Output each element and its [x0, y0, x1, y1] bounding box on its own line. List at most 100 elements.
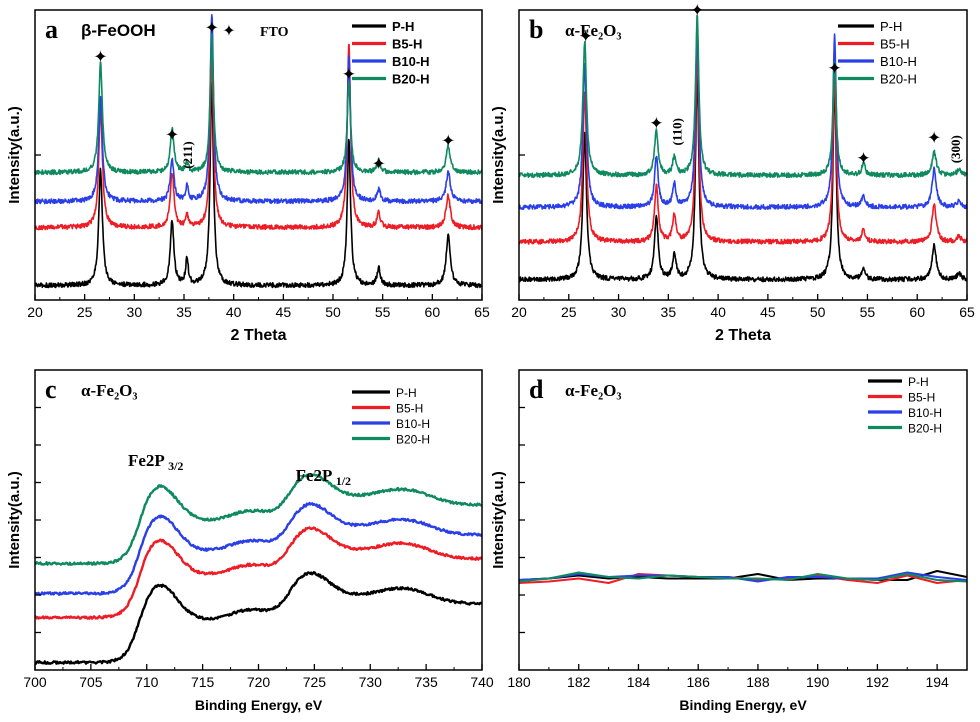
star-marker-icon: ✦	[342, 65, 356, 84]
panel-letter-b: b	[529, 15, 543, 44]
x-tick-label-d: 180	[507, 674, 531, 690]
x-tick-label-a: 30	[127, 304, 143, 320]
y-axis-label-b: Intensity(a.u.)	[490, 106, 507, 204]
fto-star-icon: ✦	[222, 23, 235, 40]
series-a-b10-h	[35, 14, 482, 205]
x-tick-label-b: 40	[710, 304, 726, 320]
x-tick-label-a: 60	[425, 304, 441, 320]
star-marker-icon: ✦	[827, 59, 841, 78]
legend-label-d: B20-H	[908, 422, 942, 436]
panel-title-b: α-Fe₂O₃	[565, 21, 622, 40]
x-axis-label-a: 2 Theta	[230, 327, 286, 344]
fto-label: FTO	[260, 25, 289, 40]
x-tick-label-d: 186	[687, 674, 711, 690]
x-tick-label-b: 65	[959, 304, 975, 320]
series-b-p-h	[519, 71, 967, 283]
panel-title-d: α-Fe₂O₃	[565, 381, 622, 400]
x-tick-label-a: 65	[474, 304, 490, 320]
x-tick-label-d: 192	[866, 674, 890, 690]
x-tick-label-b: 50	[810, 304, 826, 320]
legend-label-a: B5-H	[392, 37, 422, 52]
panel-a: 20 25 30 35 40 45 50 55 60 65 2 Theta Intensity(a.u…	[6, 9, 490, 344]
y-axis-label-a: Intensity(a.u.)	[6, 106, 23, 204]
panel-title-a: β-FeOOH	[81, 21, 156, 40]
y-axis-label-c: Intensity(a.u.)	[6, 471, 23, 569]
legend-label-c: P-H	[396, 386, 417, 400]
legend-label-a: P-H	[392, 19, 414, 34]
series-b-b20-h	[519, 14, 967, 179]
star-marker-icon: ✦	[649, 114, 663, 133]
x-tick-label-b: 20	[511, 304, 527, 320]
legend-label-a: B10-H	[392, 54, 430, 69]
series-c-b5-h	[35, 526, 482, 620]
x-tick-label-d: 184	[627, 674, 651, 690]
panel-letter-d: d	[529, 375, 544, 404]
legend-label-b: B20-H	[880, 72, 917, 87]
star-marker-icon: ✦	[856, 149, 870, 168]
star-marker-icon: ✦	[441, 132, 455, 151]
legend-label-c: B20-H	[396, 433, 430, 447]
series-a-b20-h	[35, 33, 482, 176]
x-tick-label-c: 720	[247, 674, 271, 690]
x-axis-label-c: Binding Energy, eV	[195, 697, 323, 713]
x-tick-label-a: 40	[226, 304, 242, 320]
series-c-p-h	[35, 571, 482, 665]
x-tick-label-c: 725	[303, 674, 327, 690]
legend-label-d: P-H	[908, 375, 929, 389]
series-c-b20-h	[35, 473, 482, 566]
legend-label-d: B10-H	[908, 406, 942, 420]
x-tick-label-a: 25	[77, 304, 93, 320]
series-b-b10-h	[519, 25, 967, 210]
series-d-b20-h	[519, 571, 967, 583]
star-marker-icon: ✦	[93, 47, 107, 66]
x-tick-label-c: 730	[359, 674, 383, 690]
legend-label-c: B5-H	[396, 402, 423, 416]
legend-label-c: B10-H	[396, 417, 430, 431]
x-tick-label-a: 35	[176, 304, 192, 320]
x-tick-label-b: 30	[611, 304, 627, 320]
star-marker-icon: ✦	[690, 1, 704, 20]
series-a-p-h	[35, 82, 482, 289]
plot-frame-d	[518, 369, 968, 671]
x-tick-label-b: 55	[860, 304, 876, 320]
legend-label-a: B20-H	[392, 72, 430, 87]
hkl-label: (300)	[948, 135, 963, 163]
x-tick-label-b: 35	[661, 304, 677, 320]
peak-label: Fe2P 1/2	[296, 466, 351, 488]
x-axis-label-d: Binding Energy, eV	[679, 697, 807, 713]
series-c-b10-h	[35, 501, 482, 596]
x-tick-label-b: 60	[909, 304, 925, 320]
x-tick-label-c: 705	[79, 674, 103, 690]
x-tick-label-a: 45	[276, 304, 292, 320]
x-tick-label-c: 700	[23, 674, 47, 690]
legend-label-d: B5-H	[908, 391, 935, 405]
star-marker-icon: ✦	[579, 27, 593, 46]
x-tick-label-d: 182	[567, 674, 591, 690]
x-axis-label-b: 2 Theta	[715, 327, 771, 344]
panel-title-c: α-Fe₂O₃	[81, 381, 138, 400]
hkl-label: (211)	[180, 141, 195, 168]
series-b-b5-h	[519, 46, 967, 245]
legend-label-b: B10-H	[880, 54, 917, 69]
legend-label-b: B5-H	[880, 37, 910, 52]
peak-label: Fe2P 3/2	[128, 451, 183, 473]
x-tick-label-c: 740	[470, 674, 494, 690]
panel-c: 700 705 710 715 720 725 730 735 740 Binding Energ…	[6, 369, 494, 713]
hkl-label: (110)	[669, 118, 684, 145]
star-marker-icon: ✦	[165, 126, 179, 145]
x-tick-label-b: 45	[760, 304, 776, 320]
legend-label-b: P-H	[880, 19, 902, 34]
x-tick-label-c: 710	[135, 674, 159, 690]
x-tick-label-d: 188	[746, 674, 770, 690]
x-tick-label-d: 190	[806, 674, 830, 690]
x-tick-label-c: 715	[191, 674, 215, 690]
panel-letter-c: c	[45, 375, 57, 404]
panel-b: 20 25 30 35 40 45 50 55 60 65 2 Theta Intensity(a.u…	[490, 1, 975, 344]
star-marker-icon: ✦	[927, 129, 941, 148]
y-axis-label-d: Intensity(a.u.)	[490, 471, 507, 569]
x-tick-label-b: 25	[561, 304, 577, 320]
star-marker-icon: ✦	[205, 18, 219, 37]
panel-letter-a: a	[45, 15, 58, 44]
x-tick-label-d: 194	[925, 674, 949, 690]
